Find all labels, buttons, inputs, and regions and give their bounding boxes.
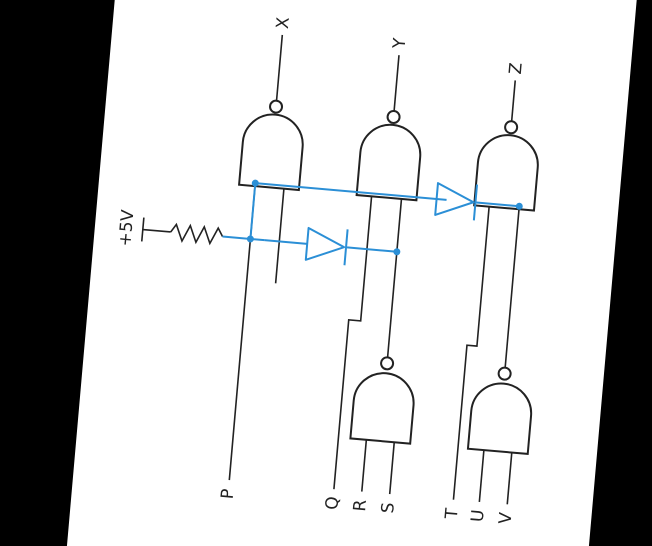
- wire-input-s: [388, 442, 396, 495]
- paper-background: [66, 0, 638, 546]
- input-label-q: Q: [322, 496, 343, 511]
- diode-lower: [304, 226, 349, 266]
- output-label-x: X: [273, 16, 294, 30]
- nand-bubble: [269, 99, 284, 114]
- nand-gate-y: [333, 55, 422, 490]
- supply-resistor: [140, 217, 224, 246]
- wire-input-u: [478, 450, 485, 502]
- output-label-z: Z: [506, 62, 527, 75]
- supply-label: +5V: [115, 209, 138, 248]
- input-label-u: U: [468, 509, 489, 523]
- nand-gate-z: [452, 80, 539, 500]
- nand-bubble: [380, 356, 395, 371]
- junction-dot: [393, 248, 401, 256]
- input-label-s: S: [378, 502, 399, 514]
- input-label-v: V: [496, 511, 517, 525]
- wire-input-r: [361, 439, 368, 492]
- junction-dot: [515, 202, 523, 210]
- output-label-y: Y: [390, 37, 411, 51]
- nand-bubble: [497, 366, 512, 381]
- nand-bubble: [386, 109, 401, 124]
- junction-dot: [246, 235, 254, 243]
- diode-upper: [434, 182, 479, 221]
- input-label-r: R: [350, 499, 371, 513]
- junction-dot: [251, 179, 259, 187]
- resistor-symbol: [170, 222, 224, 246]
- wire-input-t: [452, 206, 490, 500]
- nand-gate-lower-right: [466, 366, 533, 505]
- diode-network: [222, 179, 523, 266]
- input-label-t: T: [442, 507, 463, 521]
- input-label-p: P: [218, 488, 239, 500]
- wire-input-v: [506, 452, 513, 505]
- nand-gate-lower-left: [349, 356, 415, 495]
- rotated-paper-sheet: +5V X Y Z P Q R S T U V: [66, 0, 638, 546]
- nand-bubble: [504, 120, 519, 135]
- wire-input-q: [333, 196, 373, 490]
- nand-gate-x: [228, 34, 304, 481]
